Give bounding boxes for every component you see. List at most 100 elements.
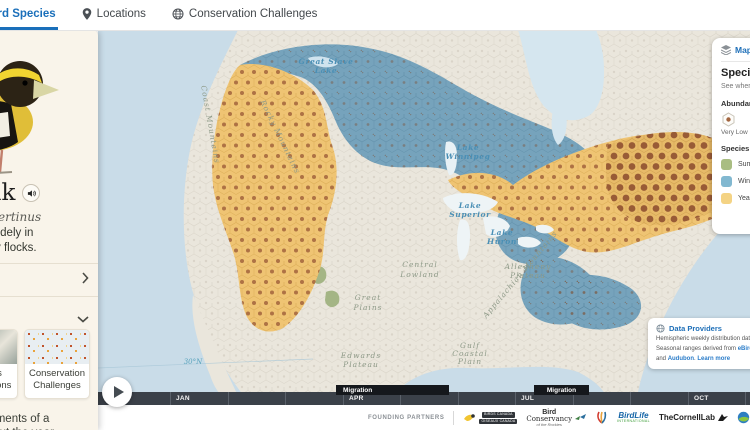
data-providers-label: Data Providers — [669, 324, 722, 333]
ebird-link[interactable]: eBird — [737, 346, 750, 352]
svg-text:Coastal: Coastal — [452, 349, 487, 358]
label-edwards-plateau: Edwards — [340, 351, 381, 360]
legend-subtitle: See where this species is throughout the… — [721, 83, 750, 90]
lakes — [308, 30, 605, 261]
winter-swatch — [721, 176, 732, 187]
speaker-icon — [27, 189, 36, 197]
label-central-lowland: Central — [402, 260, 437, 269]
svg-text:Lowland: Lowland — [399, 270, 439, 279]
range-item-winter: Winter Range — [721, 176, 750, 187]
card-conservation-challenges[interactable]: Conservation Challenges — [24, 329, 90, 399]
map-legend-panel: Map Layers Species Abundance See where t… — [712, 38, 750, 234]
svg-text:Plateau: Plateau — [342, 360, 379, 369]
chevron-down-icon — [77, 310, 89, 328]
play-icon — [113, 386, 124, 398]
species-range-label: Species Range — [721, 144, 750, 153]
range-item-summer: Summer — [721, 159, 750, 170]
svg-text:Superior: Superior — [449, 210, 491, 219]
range-item-year-round: Year-Round — [721, 193, 750, 204]
graticule-30n — [98, 358, 314, 369]
partners-footer: FOUNDING PARTNERS BIRDS CANADA OISEAUX C… — [98, 405, 750, 430]
svg-text:Lake: Lake — [314, 66, 338, 75]
audubon-link[interactable]: Audubon — [667, 356, 695, 362]
layers-icon — [721, 45, 731, 55]
founding-partners-label: FOUNDING PARTNERS — [368, 414, 445, 421]
label-30n: 30°N — [184, 358, 203, 366]
data-providers-button[interactable]: Data Providers — [656, 324, 750, 333]
label-great-plains: Great — [355, 293, 382, 302]
learn-more-link[interactable]: Learn more — [697, 356, 731, 362]
tab-label: Conservation Challenges — [188, 7, 318, 20]
logo-birds-canada[interactable]: BIRDS CANADA OISEAUX CANADA — [463, 411, 518, 424]
location-pin-icon — [82, 7, 91, 20]
summer-swatch — [721, 159, 732, 170]
label-lake-winnipeg: Lake — [456, 143, 480, 152]
tab-bird-species[interactable]: Bird Species — [0, 0, 58, 30]
conservancy-birds-icon — [575, 413, 587, 420]
card-label: Species — [0, 368, 16, 380]
label-allegheny-plateau: Allegheny — [504, 262, 552, 271]
logo-birdlife[interactable]: BirdLife INTERNATIONAL — [617, 410, 650, 423]
top-navbar: Bird Species Locations Conservation Chal… — [0, 0, 750, 31]
tab-label: Bird Species — [0, 7, 56, 20]
logo-bird-conservancy[interactable]: Bird Conservancy of the Rockies — [526, 409, 587, 427]
tool-cards: Species Connections Conservation Challen… — [0, 329, 90, 399]
label-lake-superior: Lake — [458, 201, 482, 210]
collapsed-section-row[interactable] — [0, 263, 98, 297]
month-label-jan: JAN — [176, 395, 190, 402]
tab-conservation-challenges[interactable]: Conservation Challenges — [170, 0, 320, 30]
play-animation-button[interactable] — [102, 377, 132, 407]
label-great-slave-lake: Great Slave — [299, 57, 354, 66]
data-providers-card: Data Providers Hemispheric weekly distri… — [648, 318, 750, 369]
data-globe-icon — [656, 324, 665, 333]
explorer-tagline: Follow the movements of a species throug… — [0, 413, 57, 430]
timeline-slider[interactable]: JAN APR JUL OCT — [98, 392, 750, 405]
species-guide-panel: Evening Grosbeak Coccothraustes vesperti… — [0, 30, 98, 430]
abundance-hex-icon — [722, 112, 735, 127]
divider — [453, 410, 455, 425]
partner-bird-logo-icon[interactable] — [596, 411, 608, 424]
svg-text:Huron: Huron — [486, 237, 517, 246]
providers-line-1: Hemispheric weekly distribution data fro… — [656, 336, 750, 342]
logo-cornell-lab[interactable]: TheCornellLab — [659, 413, 728, 422]
tab-locations[interactable]: Locations — [80, 0, 148, 30]
providers-line-2: Seasonal ranges derived from eBird and d… — [656, 345, 750, 353]
svg-text:Winnipeg: Winnipeg — [446, 152, 491, 161]
svg-text:Plain: Plain — [457, 357, 482, 366]
chevron-right-icon — [81, 271, 89, 289]
map-layers-button[interactable]: Map Layers — [721, 45, 750, 55]
species-description: A plump northern finch that wanders wide… — [0, 227, 37, 254]
species-title: Evening Grosbeak — [0, 180, 16, 206]
audio-play-button[interactable] — [22, 184, 41, 202]
divider — [721, 61, 750, 62]
globe-icon — [172, 8, 184, 19]
providers-line-3: and Audubon. Learn more — [656, 356, 731, 362]
evening-grosbeak-illustration — [0, 61, 59, 174]
month-label-apr: APR — [349, 395, 364, 402]
label-gulf-coastal-plain: Gulf — [460, 341, 480, 350]
svg-text:Plateau: Plateau — [509, 271, 546, 280]
spring-migration-badge: Migration — [336, 385, 449, 395]
svg-text:Plains: Plains — [353, 303, 383, 312]
map-layers-label: Map Layers — [735, 45, 750, 55]
distribution-map[interactable]: Great Slave Lake Coast Mountains Rocky M… — [98, 30, 750, 405]
scientific-name: Coccothraustes vespertinus — [0, 210, 42, 224]
tab-label: Locations — [96, 7, 146, 20]
birds-canada-bird-icon — [464, 414, 476, 421]
month-label-jul: JUL — [521, 395, 535, 402]
connections-thumbnail — [0, 330, 17, 364]
expanded-section-row[interactable] — [0, 297, 98, 331]
year-round-swatch — [721, 193, 732, 204]
abundance-level-label: Very Low — [721, 129, 748, 136]
abundance-label: Abundance — [721, 99, 750, 108]
baja-peninsula — [192, 295, 241, 403]
conservation-thumbnail — [25, 330, 89, 364]
card-species-connections[interactable]: Species Connections — [0, 329, 18, 399]
label-lake-huron: Lake — [490, 228, 514, 237]
cornell-bird-icon — [718, 414, 728, 421]
abundance-scale — [721, 112, 750, 127]
legend-title: Species Abundance — [721, 67, 750, 79]
card-label: Conservation — [29, 368, 85, 379]
logo-esri[interactable]: esri — [737, 411, 750, 425]
